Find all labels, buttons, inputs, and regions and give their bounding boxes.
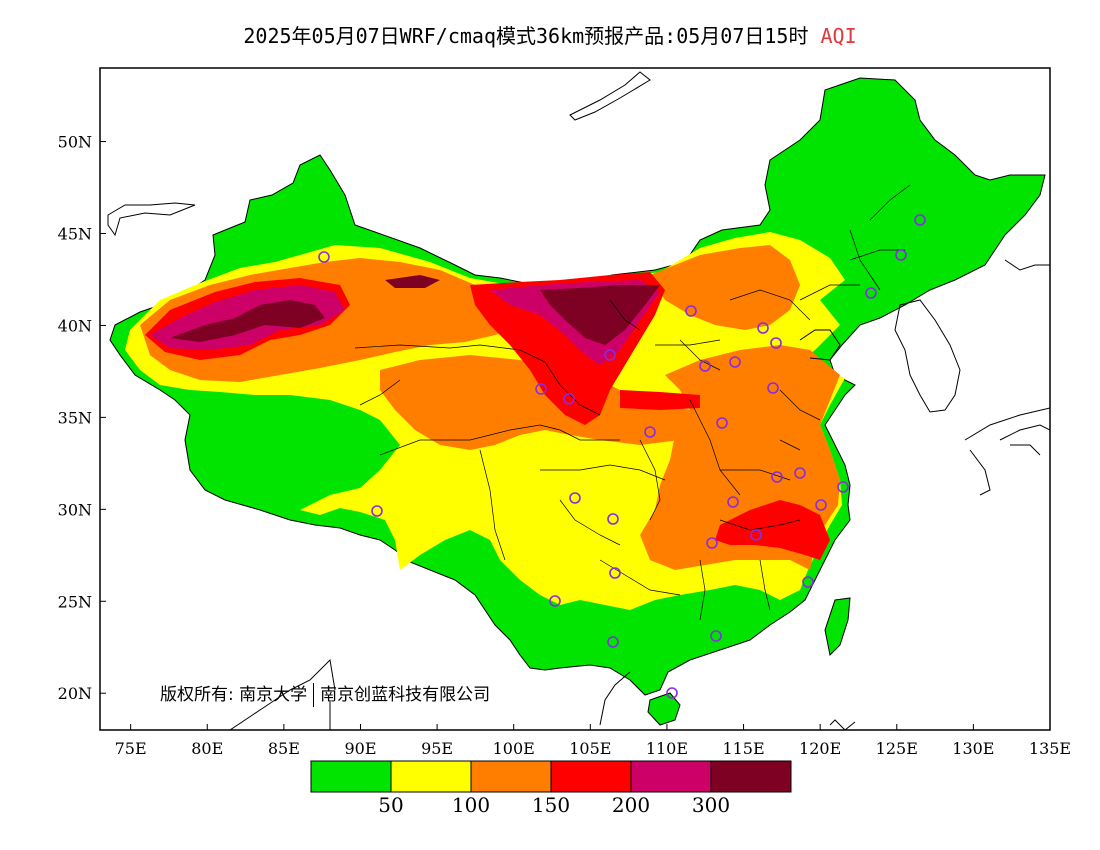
japan-coast bbox=[964, 407, 1050, 496]
station-marker bbox=[607, 636, 619, 648]
hainan-island bbox=[647, 692, 681, 726]
aqi-zone-usg-central bbox=[380, 355, 700, 450]
station-marker bbox=[318, 251, 330, 263]
station-marker bbox=[535, 383, 547, 395]
caspian-coast bbox=[107, 202, 196, 237]
legend-label: 200 bbox=[611, 793, 651, 817]
latitude-axis: 50N 45N 40N 35N 30N 25N 20N bbox=[58, 133, 106, 703]
aqi-zone-unhealthy-east bbox=[715, 500, 830, 560]
lon-tick-label: 85E bbox=[268, 739, 300, 758]
station-marker bbox=[569, 492, 581, 504]
copyright-prefix: 版权所有: bbox=[160, 685, 234, 705]
station-marker bbox=[563, 393, 575, 405]
lat-tick-label: 40N bbox=[58, 316, 92, 335]
taiwan-island bbox=[824, 597, 851, 657]
philippines-coast bbox=[829, 719, 856, 730]
aqi-zone-hazardous-west bbox=[170, 300, 325, 342]
lon-tick-label: 75E bbox=[115, 739, 147, 758]
station-marker bbox=[767, 382, 779, 394]
station-marker bbox=[549, 595, 561, 607]
station-marker bbox=[802, 576, 814, 588]
indochina-coast bbox=[599, 671, 631, 726]
station-marker bbox=[895, 249, 907, 261]
copyright-org2: 南京创蓝科技有限公司 bbox=[320, 685, 491, 705]
copyright-notice: 版权所有: 南京大学 南京创蓝科技有限公司 bbox=[160, 680, 490, 707]
station-marker bbox=[609, 567, 621, 579]
station-marker bbox=[770, 337, 782, 349]
lake-baikal bbox=[569, 71, 651, 121]
lon-tick-label: 120E bbox=[799, 739, 841, 758]
aqi-color-legend bbox=[310, 760, 792, 793]
longitude-axis: 75E 80E 85E 90E 95E 100E 105E 110E 115E 120E 125E 1… bbox=[115, 724, 1071, 758]
lon-tick-label: 90E bbox=[344, 739, 376, 758]
station-marker bbox=[604, 349, 616, 361]
lat-tick-label: 45N bbox=[58, 225, 92, 244]
map-title: 2025年05月07日WRF/cmaq模式36km预报产品:05月07日15时 … bbox=[0, 20, 1100, 49]
legend-swatch bbox=[550, 760, 632, 793]
legend-label: 100 bbox=[451, 793, 491, 817]
lat-tick-label: 35N bbox=[58, 408, 92, 427]
station-marker bbox=[371, 505, 383, 517]
station-marker bbox=[716, 417, 728, 429]
station-marker bbox=[666, 687, 678, 699]
station-marker bbox=[699, 360, 711, 372]
legend-swatch bbox=[630, 760, 712, 793]
copyright-org1: 南京大学 bbox=[239, 685, 308, 705]
lat-tick-label: 20N bbox=[58, 684, 92, 703]
station-marker bbox=[729, 356, 741, 368]
india-coast bbox=[229, 658, 336, 730]
station-marker bbox=[837, 481, 849, 493]
lon-tick-label: 105E bbox=[569, 739, 611, 758]
station-marker bbox=[794, 467, 806, 479]
aqi-zone-hazardous-east bbox=[385, 275, 440, 288]
lon-tick-label: 80E bbox=[191, 739, 223, 758]
lon-tick-label: 135E bbox=[1029, 739, 1071, 758]
lon-tick-label: 130E bbox=[952, 739, 994, 758]
station-marker bbox=[644, 426, 656, 438]
monitoring-stations bbox=[318, 214, 926, 699]
lat-tick-label: 50N bbox=[58, 133, 92, 152]
lat-tick-label: 25N bbox=[58, 592, 92, 611]
legend-label: 300 bbox=[691, 793, 731, 817]
bohai-coast bbox=[799, 329, 841, 361]
legend-label: 150 bbox=[531, 793, 571, 817]
station-marker bbox=[706, 537, 718, 549]
station-marker bbox=[914, 214, 926, 226]
station-marker bbox=[727, 496, 739, 508]
aqi-zone-usg-north bbox=[650, 245, 800, 330]
legend-swatch bbox=[390, 760, 472, 793]
legend-swatch bbox=[470, 760, 552, 793]
legend-swatch bbox=[710, 760, 792, 793]
station-marker bbox=[607, 513, 619, 525]
legend-label: 50 bbox=[378, 793, 404, 817]
lon-tick-label: 115E bbox=[722, 739, 764, 758]
lon-tick-label: 125E bbox=[876, 739, 918, 758]
map-frame bbox=[99, 67, 1051, 731]
station-marker bbox=[685, 305, 697, 317]
station-marker bbox=[757, 322, 769, 334]
station-marker bbox=[710, 630, 722, 642]
aqi-zone-unhealthy-band bbox=[620, 390, 700, 410]
station-marker bbox=[815, 499, 827, 511]
lon-tick-label: 95E bbox=[421, 739, 453, 758]
station-marker bbox=[750, 529, 762, 541]
lon-tick-label: 100E bbox=[493, 739, 535, 758]
lat-tick-label: 30N bbox=[58, 500, 92, 519]
pollutant-label: AQI bbox=[820, 24, 857, 48]
station-marker bbox=[771, 471, 783, 483]
title-text: 2025年05月07日WRF/cmaq模式36km预报产品:05月07日15时 bbox=[243, 24, 809, 48]
lon-tick-label: 110E bbox=[646, 739, 688, 758]
aqi-zone-hazardous-north bbox=[540, 285, 660, 345]
korea-peninsula bbox=[894, 299, 961, 413]
station-marker bbox=[865, 287, 877, 299]
legend-swatch bbox=[310, 760, 392, 793]
russia-coast bbox=[1004, 259, 1050, 271]
